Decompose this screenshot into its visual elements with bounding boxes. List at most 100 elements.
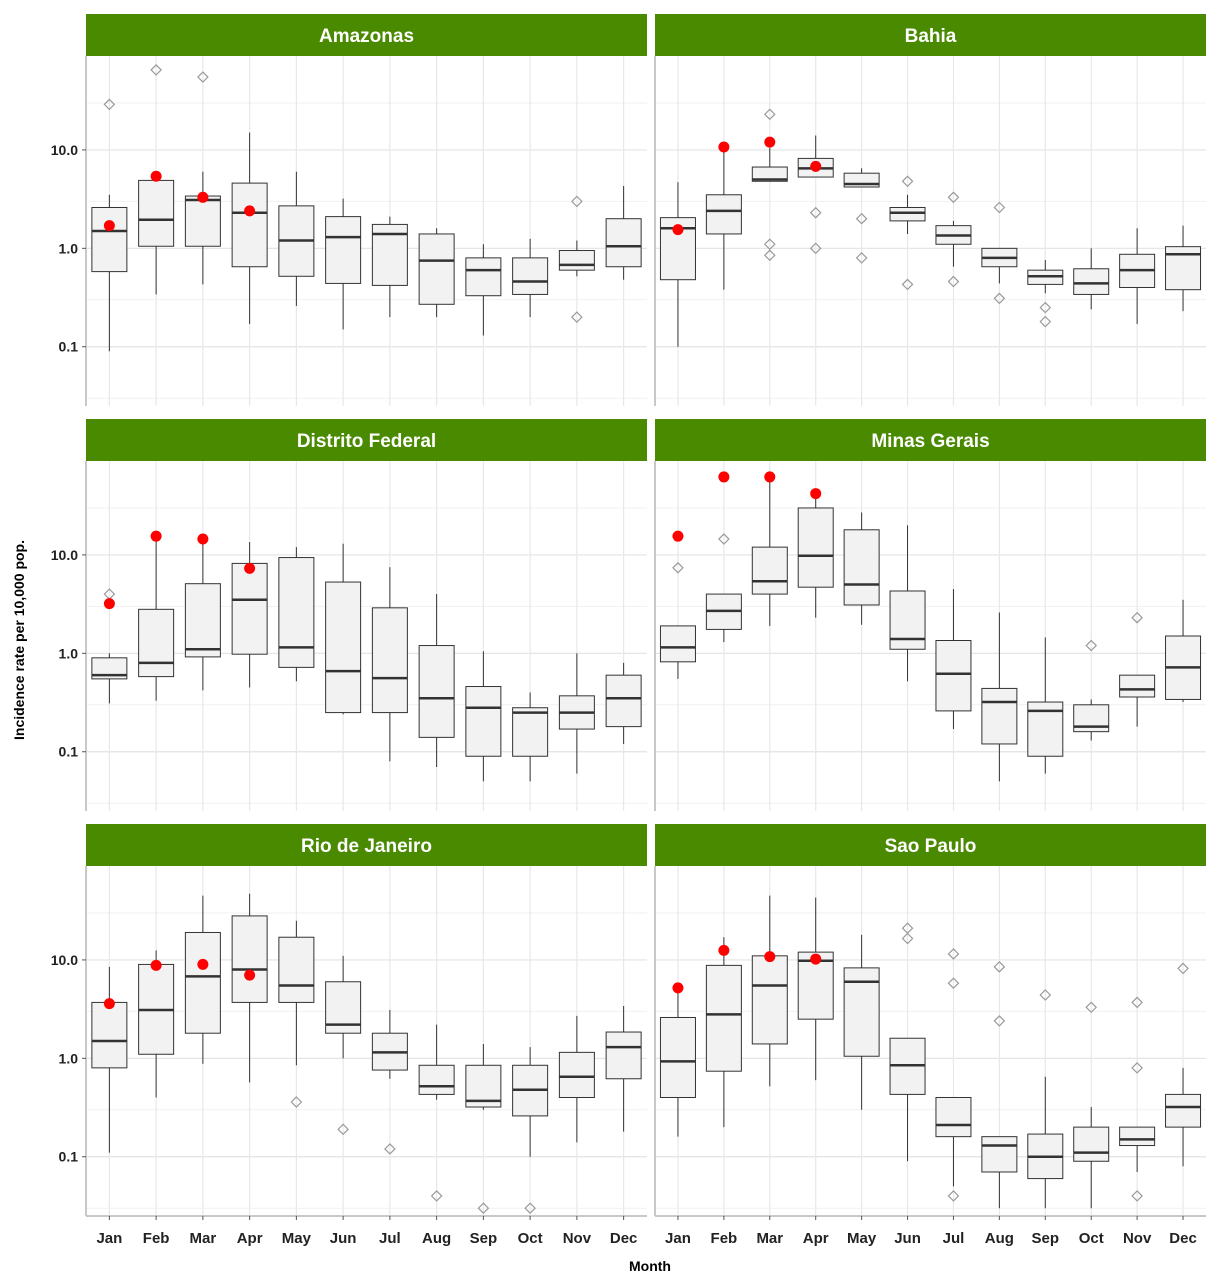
panel-amazonas: Amazonas 0.1 1.0 10.0 — [51, 14, 647, 406]
outlier-point — [947, 191, 960, 204]
box-sao-paulo-dec — [1165, 962, 1202, 1167]
box-amazonas-mar — [184, 71, 221, 285]
x-tick-label: Aug — [985, 1230, 1014, 1247]
box-body — [1073, 1126, 1110, 1162]
x-tick-label: Sep — [1032, 1230, 1060, 1247]
strip-bahia — [655, 14, 1206, 56]
box-body — [325, 581, 362, 714]
outlier-point — [290, 1096, 303, 1108]
outlier-point — [947, 948, 960, 960]
y-tick-label: 10.0 — [51, 952, 78, 968]
box-body — [605, 674, 642, 728]
outlier-point — [993, 1015, 1006, 1027]
box-minas-gerais-mar — [751, 476, 788, 626]
box-body — [325, 216, 362, 284]
strip-sao-paulo — [655, 824, 1206, 866]
strip-label-minas-gerais: Minas Gerais — [871, 431, 989, 452]
x-tick-label: May — [847, 1230, 877, 1247]
box-bahia-aug — [981, 201, 1018, 305]
x-tick-label: Jan — [96, 1230, 122, 1247]
highlight-point-feb — [718, 944, 730, 956]
box-body — [558, 250, 595, 271]
outlier-point — [993, 201, 1006, 214]
box-body — [465, 257, 502, 297]
highlight-point-mar — [197, 191, 209, 203]
outlier-point — [1131, 1190, 1143, 1202]
box-amazonas-nov — [558, 195, 595, 323]
x-tick-label: Nov — [563, 1230, 592, 1247]
box-bahia-jun — [889, 175, 926, 291]
box-body — [184, 195, 221, 247]
outlier-point — [993, 292, 1006, 305]
highlight-point-apr — [244, 562, 256, 574]
box-amazonas-jun — [325, 198, 362, 330]
highlight-point-jan — [103, 220, 115, 232]
x-tick-label: Aug — [422, 1230, 451, 1247]
outlier-point — [197, 71, 209, 83]
box-rio-de-janeiro-mar — [184, 895, 221, 1064]
y-tick-label: 0.1 — [59, 1149, 79, 1165]
y-tick-label: 1.0 — [59, 240, 79, 256]
box-distrito-federal-mar — [184, 539, 221, 691]
box-body — [1119, 1126, 1156, 1147]
highlight-point-apr — [810, 160, 822, 172]
strip-label-amazonas: Amazonas — [319, 26, 414, 47]
box-body — [605, 218, 642, 268]
box-rio-de-janeiro-dec — [605, 1006, 642, 1132]
box-minas-gerais-feb — [705, 533, 742, 643]
box-bahia-oct — [1073, 248, 1110, 310]
box-distrito-federal-sep — [465, 651, 502, 782]
box-body — [91, 1001, 128, 1069]
outlier-point — [763, 238, 776, 251]
highlight-point-mar — [197, 958, 209, 970]
panel-background — [655, 461, 1206, 811]
box-body — [659, 1016, 696, 1098]
outlier-point — [855, 212, 868, 225]
box-minas-gerais-dec — [1165, 599, 1202, 703]
box-body — [418, 645, 455, 738]
strip-label-bahia: Bahia — [905, 26, 957, 47]
x-axis-title: Month — [629, 1258, 671, 1274]
outlier-point — [901, 278, 914, 291]
y-tick-label: 10.0 — [51, 142, 78, 158]
box-amazonas-jan — [91, 98, 128, 352]
highlight-point-apr — [810, 953, 822, 965]
box-body — [558, 1051, 595, 1098]
outlier-point — [1131, 996, 1143, 1009]
outlier-point — [150, 64, 162, 76]
box-rio-de-janeiro-aug — [418, 1024, 455, 1202]
highlight-point-apr — [244, 969, 256, 981]
outlier-point — [477, 1202, 490, 1215]
highlight-point-mar — [764, 136, 776, 148]
box-body — [184, 931, 221, 1034]
outlier-point — [809, 206, 822, 219]
box-distrito-federal-feb — [138, 540, 175, 701]
box-amazonas-may — [278, 171, 315, 306]
box-distrito-federal-apr — [231, 542, 268, 688]
box-body — [981, 687, 1018, 745]
outlier-point — [901, 932, 914, 945]
box-minas-gerais-jan — [659, 561, 696, 679]
box-rio-de-janeiro-jan — [91, 966, 128, 1153]
box-body — [751, 166, 788, 182]
box-bahia-feb — [705, 152, 742, 290]
box-sao-paulo-nov — [1119, 996, 1156, 1202]
box-body — [935, 1096, 972, 1138]
box-rio-de-janeiro-sep — [465, 1043, 502, 1215]
box-body — [231, 915, 268, 1003]
x-tick-label: Mar — [756, 1230, 783, 1247]
box-minas-gerais-jun — [889, 525, 926, 682]
outlier-point — [718, 533, 730, 545]
box-body — [138, 608, 175, 678]
box-body — [889, 206, 926, 222]
strip-amazonas — [86, 14, 647, 56]
x-tick-label: Mar — [190, 1230, 217, 1247]
x-tick-label: Dec — [1169, 1230, 1197, 1247]
outlier-point — [1131, 611, 1143, 624]
box-sao-paulo-jan — [659, 990, 696, 1137]
outlier-point — [337, 1123, 349, 1136]
box-minas-gerais-apr — [797, 493, 834, 618]
box-body — [659, 625, 696, 663]
x-tick-label: Jan — [665, 1230, 691, 1247]
outlier-point — [947, 1190, 960, 1202]
